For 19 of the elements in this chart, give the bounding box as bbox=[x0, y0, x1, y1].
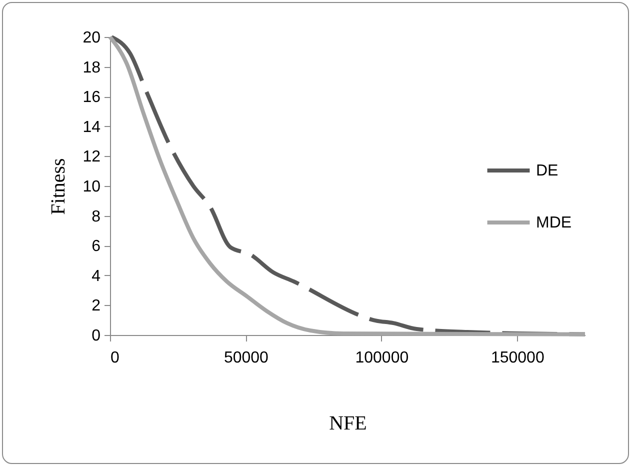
x-axis-title: NFE bbox=[329, 412, 367, 434]
legend-label: DE bbox=[536, 162, 558, 180]
y-tick-label: 18 bbox=[82, 59, 101, 76]
y-tick-label: 10 bbox=[82, 178, 101, 196]
x-tick-label: 50000 bbox=[224, 350, 269, 366]
y-tick-label: 8 bbox=[92, 208, 101, 226]
y-tick-label: 4 bbox=[92, 268, 101, 285]
legend-label: MDE bbox=[536, 214, 572, 232]
x-tick-label: 100000 bbox=[355, 350, 409, 366]
y-tick-label: 12 bbox=[82, 148, 101, 166]
y-tick-label: 0 bbox=[92, 328, 101, 344]
y-tick-label: 2 bbox=[92, 298, 101, 315]
x-tick-label: 150000 bbox=[490, 350, 544, 366]
y-tick-label: 16 bbox=[82, 89, 101, 106]
x-tick-label: 0 bbox=[110, 350, 120, 366]
y-tick-label: 20 bbox=[82, 30, 101, 46]
y-axis-title: Fitness bbox=[48, 158, 70, 215]
y-tick-label: 6 bbox=[92, 238, 101, 256]
y-tick-label: 14 bbox=[82, 118, 101, 136]
